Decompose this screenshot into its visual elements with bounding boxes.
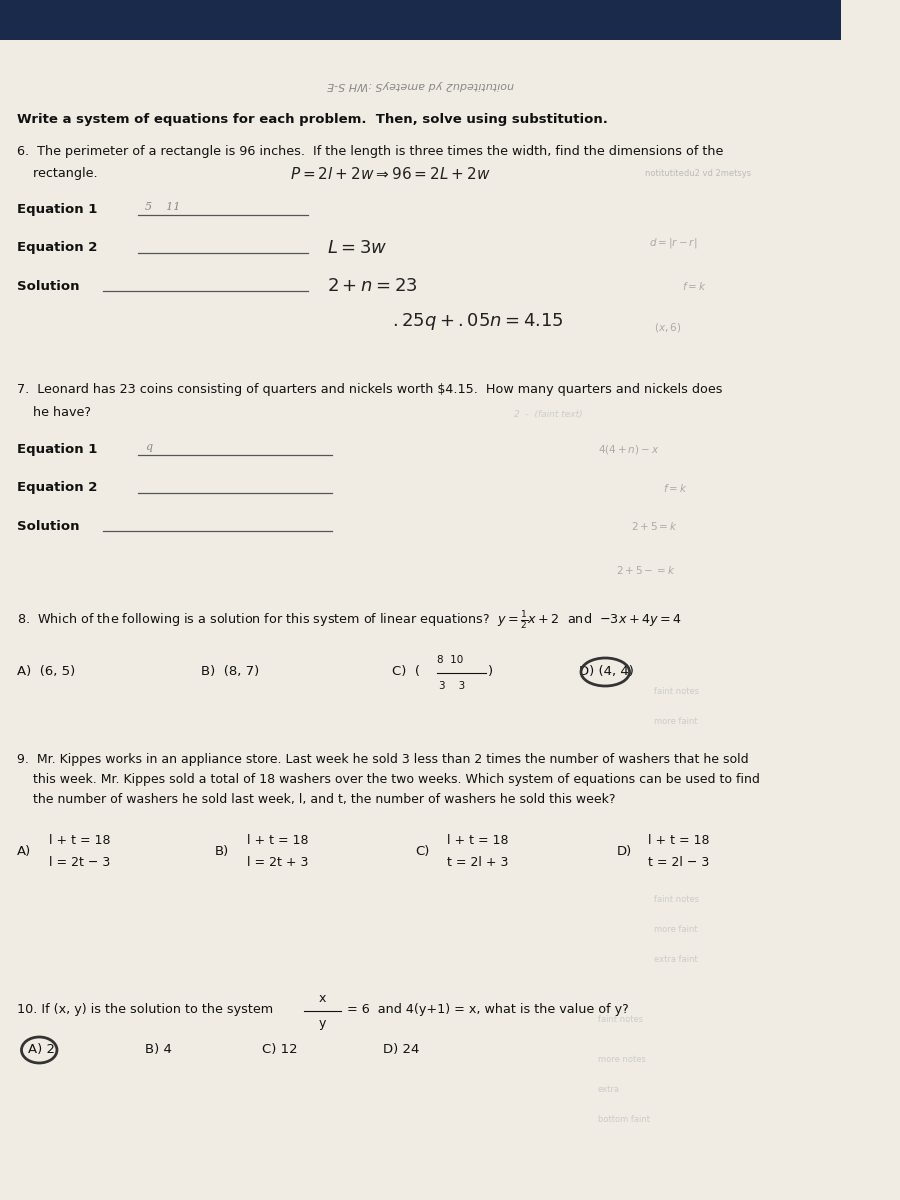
Text: 3    3: 3 3 xyxy=(439,680,465,691)
Text: $.25q+.05n=4.15$: $.25q+.05n=4.15$ xyxy=(392,312,564,332)
Text: B) 4: B) 4 xyxy=(145,1044,172,1056)
Text: l + t = 18: l + t = 18 xyxy=(49,834,110,846)
Text: ): ) xyxy=(488,666,492,678)
Text: faint notes: faint notes xyxy=(654,895,699,905)
Text: A)  (6, 5): A) (6, 5) xyxy=(17,666,75,678)
Text: l = 2t − 3: l = 2t − 3 xyxy=(49,856,110,869)
Text: Solution: Solution xyxy=(17,520,79,533)
Text: Equation 1: Equation 1 xyxy=(17,444,97,456)
FancyBboxPatch shape xyxy=(0,40,841,1200)
Text: 2  -  (faint text): 2 - (faint text) xyxy=(514,410,582,420)
Text: y: y xyxy=(319,1018,326,1031)
Text: 5    11: 5 11 xyxy=(145,202,180,212)
Text: Write a system of equations for each problem.  Then, solve using substitution.: Write a system of equations for each pro… xyxy=(17,114,608,126)
Text: A): A) xyxy=(17,845,32,858)
Text: t = 2l − 3: t = 2l − 3 xyxy=(648,856,709,869)
Text: $2+n=23$: $2+n=23$ xyxy=(327,277,418,295)
Text: q: q xyxy=(145,442,152,452)
Text: faint notes: faint notes xyxy=(654,688,699,696)
Text: x: x xyxy=(319,991,326,1004)
Text: Equation 1: Equation 1 xyxy=(17,204,97,216)
Text: D): D) xyxy=(616,845,632,858)
Text: more faint: more faint xyxy=(654,925,698,935)
Text: D) 24: D) 24 xyxy=(383,1044,419,1056)
Text: D) (4, 4): D) (4, 4) xyxy=(579,666,634,678)
Text: extra: extra xyxy=(598,1086,620,1094)
Text: $f=k$: $f=k$ xyxy=(663,482,688,494)
Text: 10. If (x, y) is the solution to the system: 10. If (x, y) is the solution to the sys… xyxy=(17,1003,273,1016)
Text: $P= 2l + 2w \Rightarrow 96=2L+2w$: $P= 2l + 2w \Rightarrow 96=2L+2w$ xyxy=(290,166,490,182)
Text: noitutitedu2 yd ameteyS :WH S-E: noitutitedu2 yd ameteyS :WH S-E xyxy=(327,80,514,90)
Text: Equation 2: Equation 2 xyxy=(17,241,97,254)
Text: faint notes: faint notes xyxy=(598,1015,643,1025)
Text: 9.  Mr. Kippes works in an appliance store. Last week he sold 3 less than 2 time: 9. Mr. Kippes works in an appliance stor… xyxy=(17,754,749,767)
Text: 8.  Which of the following is a solution for this system of linear equations?  $: 8. Which of the following is a solution … xyxy=(17,610,681,631)
Text: $2+5-=k$: $2+5-=k$ xyxy=(616,564,676,576)
Text: A) 2: A) 2 xyxy=(28,1044,55,1056)
Text: $L =3w$: $L =3w$ xyxy=(327,239,387,257)
Text: more notes: more notes xyxy=(598,1056,645,1064)
Text: the number of washers he sold last week, l, and t, the number of washers he sold: the number of washers he sold last week,… xyxy=(17,793,616,806)
Text: more faint: more faint xyxy=(654,718,698,726)
Text: B): B) xyxy=(215,845,230,858)
Text: rectangle.: rectangle. xyxy=(17,168,97,180)
FancyBboxPatch shape xyxy=(0,0,841,55)
Text: $(x, 6)$: $(x, 6)$ xyxy=(654,320,681,334)
Text: l + t = 18: l + t = 18 xyxy=(447,834,508,846)
Text: 7.  Leonard has 23 coins consisting of quarters and nickels worth $4.15.  How ma: 7. Leonard has 23 coins consisting of qu… xyxy=(17,384,723,396)
Text: this week. Mr. Kippes sold a total of 18 washers over the two weeks. Which syste: this week. Mr. Kippes sold a total of 18… xyxy=(17,774,760,786)
Text: C): C) xyxy=(416,845,430,858)
Text: 8  10: 8 10 xyxy=(437,655,464,665)
Text: C)  (: C) ( xyxy=(392,666,420,678)
Text: = 6  and 4(y+1) = x, what is the value of y?: = 6 and 4(y+1) = x, what is the value of… xyxy=(347,1003,629,1016)
Text: $d=|r-r|$: $d=|r-r|$ xyxy=(649,236,698,250)
Text: extra faint: extra faint xyxy=(654,955,698,965)
Text: t = 2l + 3: t = 2l + 3 xyxy=(447,856,508,869)
Text: l + t = 18: l + t = 18 xyxy=(648,834,710,846)
Text: $f=k$: $f=k$ xyxy=(682,280,707,292)
Text: B)  (8, 7): B) (8, 7) xyxy=(201,666,259,678)
Text: he have?: he have? xyxy=(17,406,91,419)
Text: C) 12: C) 12 xyxy=(262,1044,297,1056)
Text: 6.  The perimeter of a rectangle is 96 inches.  If the length is three times the: 6. The perimeter of a rectangle is 96 in… xyxy=(17,145,724,158)
Text: notitutitedu2 vd 2metsys: notitutitedu2 vd 2metsys xyxy=(644,169,751,179)
Text: Equation 2: Equation 2 xyxy=(17,481,97,494)
Text: $2+5=k$: $2+5=k$ xyxy=(631,520,678,532)
Text: Solution: Solution xyxy=(17,280,79,293)
Text: $4(4+n)-x$: $4(4+n)-x$ xyxy=(598,444,660,456)
Text: bottom faint: bottom faint xyxy=(598,1116,650,1124)
Text: l = 2t + 3: l = 2t + 3 xyxy=(247,856,308,869)
Text: l + t = 18: l + t = 18 xyxy=(247,834,308,846)
